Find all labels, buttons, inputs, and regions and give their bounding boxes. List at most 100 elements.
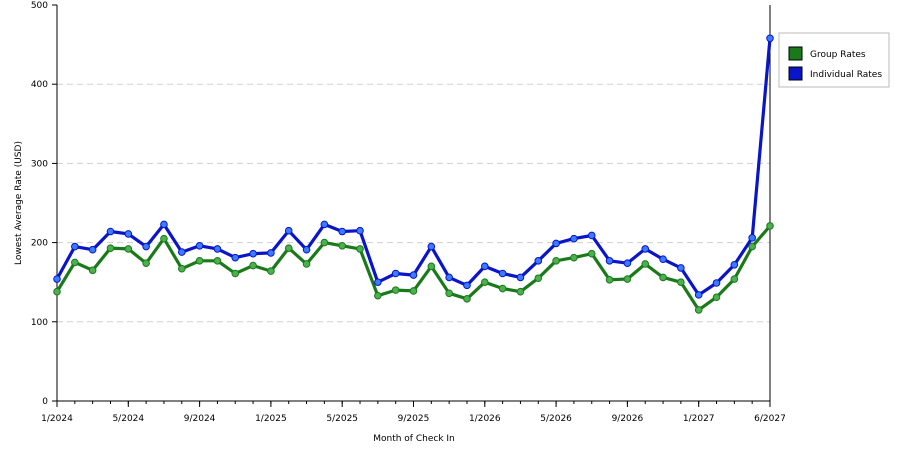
data-point [338, 241, 347, 250]
data-point [231, 253, 240, 262]
data-point [249, 261, 257, 270]
x-tick-label: 1/2025 [255, 414, 287, 424]
data-point [605, 276, 614, 284]
data-point [730, 275, 739, 283]
data-point [659, 273, 667, 282]
data-point [641, 260, 650, 268]
data-point [409, 271, 418, 279]
legend-label: Group Rates [810, 50, 866, 60]
data-point [516, 287, 525, 296]
data-point [391, 269, 400, 278]
data-point [623, 275, 632, 283]
data-point [124, 230, 133, 238]
data-point [124, 245, 133, 253]
series-layer [53, 34, 774, 314]
legend: Group Rates Individual Rates [778, 32, 890, 88]
y-tick-label: 100 [31, 318, 48, 328]
data-point [213, 257, 222, 265]
data-point [53, 287, 61, 296]
data-point [445, 273, 453, 282]
legend-swatch [788, 46, 803, 61]
data-point [320, 238, 329, 247]
data-point [409, 287, 418, 295]
data-point [391, 286, 400, 294]
data-point [766, 34, 774, 43]
data-point [677, 264, 685, 272]
x-tick-label: 5/2024 [112, 414, 144, 424]
data-point [142, 242, 150, 251]
data-point [463, 295, 471, 303]
data-point [374, 291, 382, 300]
data-point [302, 245, 311, 254]
data-point [534, 274, 543, 283]
y-axis-title: Lowest Average Rate (USD) [14, 141, 24, 265]
data-point [177, 248, 186, 256]
data-point [677, 278, 685, 287]
data-point [552, 257, 560, 265]
data-point [320, 220, 329, 229]
data-point [552, 239, 560, 248]
y-axis: 0 100 200 300 400 500 [31, 1, 58, 407]
data-point [481, 262, 489, 271]
data-point [374, 278, 382, 287]
data-point [213, 245, 222, 253]
x-axis-title: Month of Check In [373, 434, 455, 444]
data-point [106, 244, 115, 252]
data-point [498, 269, 507, 278]
x-tick-label: 9/2025 [398, 414, 430, 424]
data-point [88, 266, 97, 275]
data-point [160, 234, 168, 243]
data-point [338, 227, 347, 236]
x-tick-label: 6/2027 [754, 414, 786, 424]
data-point [570, 234, 578, 243]
data-point [730, 260, 739, 269]
data-point [712, 279, 721, 287]
x-tick-label: 1/2024 [41, 414, 73, 424]
data-point [498, 284, 507, 293]
data-point [587, 249, 596, 258]
data-point [88, 245, 97, 254]
data-point [445, 289, 453, 298]
data-point [481, 278, 489, 287]
y-tick-label: 400 [31, 80, 48, 90]
data-point [570, 253, 578, 262]
data-point [605, 257, 614, 265]
x-tick-label: 1/2027 [683, 414, 715, 424]
data-point [427, 242, 436, 251]
x-axis: 1/2024 5/2024 9/2024 1/2025 5/2025 9/2025 1/20… [41, 5, 786, 424]
data-point [284, 244, 293, 252]
data-point [177, 264, 186, 273]
data-point [694, 306, 703, 314]
data-point [659, 255, 667, 264]
data-point [231, 269, 240, 278]
x-tick-label: 5/2025 [326, 414, 358, 424]
data-point [641, 245, 650, 253]
x-tick-label: 9/2026 [612, 414, 644, 424]
data-point [766, 222, 774, 230]
data-point [267, 249, 275, 257]
data-point [71, 242, 79, 251]
y-tick-label: 300 [31, 159, 48, 169]
legend-label: Individual Rates [810, 70, 882, 80]
data-point [195, 241, 204, 250]
legend-swatch [788, 66, 803, 81]
data-point [160, 220, 168, 229]
data-point [463, 281, 471, 290]
data-point [195, 257, 204, 265]
data-point [694, 291, 703, 299]
gridlines [57, 83, 770, 323]
data-point [748, 242, 756, 251]
data-point [249, 249, 257, 258]
x-tick-label: 9/2024 [184, 414, 216, 424]
data-point [284, 226, 293, 235]
x-tick-label: 5/2026 [540, 414, 572, 424]
data-point [534, 257, 543, 265]
y-tick-label: 0 [42, 397, 48, 407]
y-tick-label: 500 [31, 1, 48, 11]
data-point [356, 226, 364, 235]
data-point [623, 259, 632, 267]
data-point [302, 260, 311, 268]
data-point [712, 293, 721, 302]
data-point [53, 275, 61, 283]
